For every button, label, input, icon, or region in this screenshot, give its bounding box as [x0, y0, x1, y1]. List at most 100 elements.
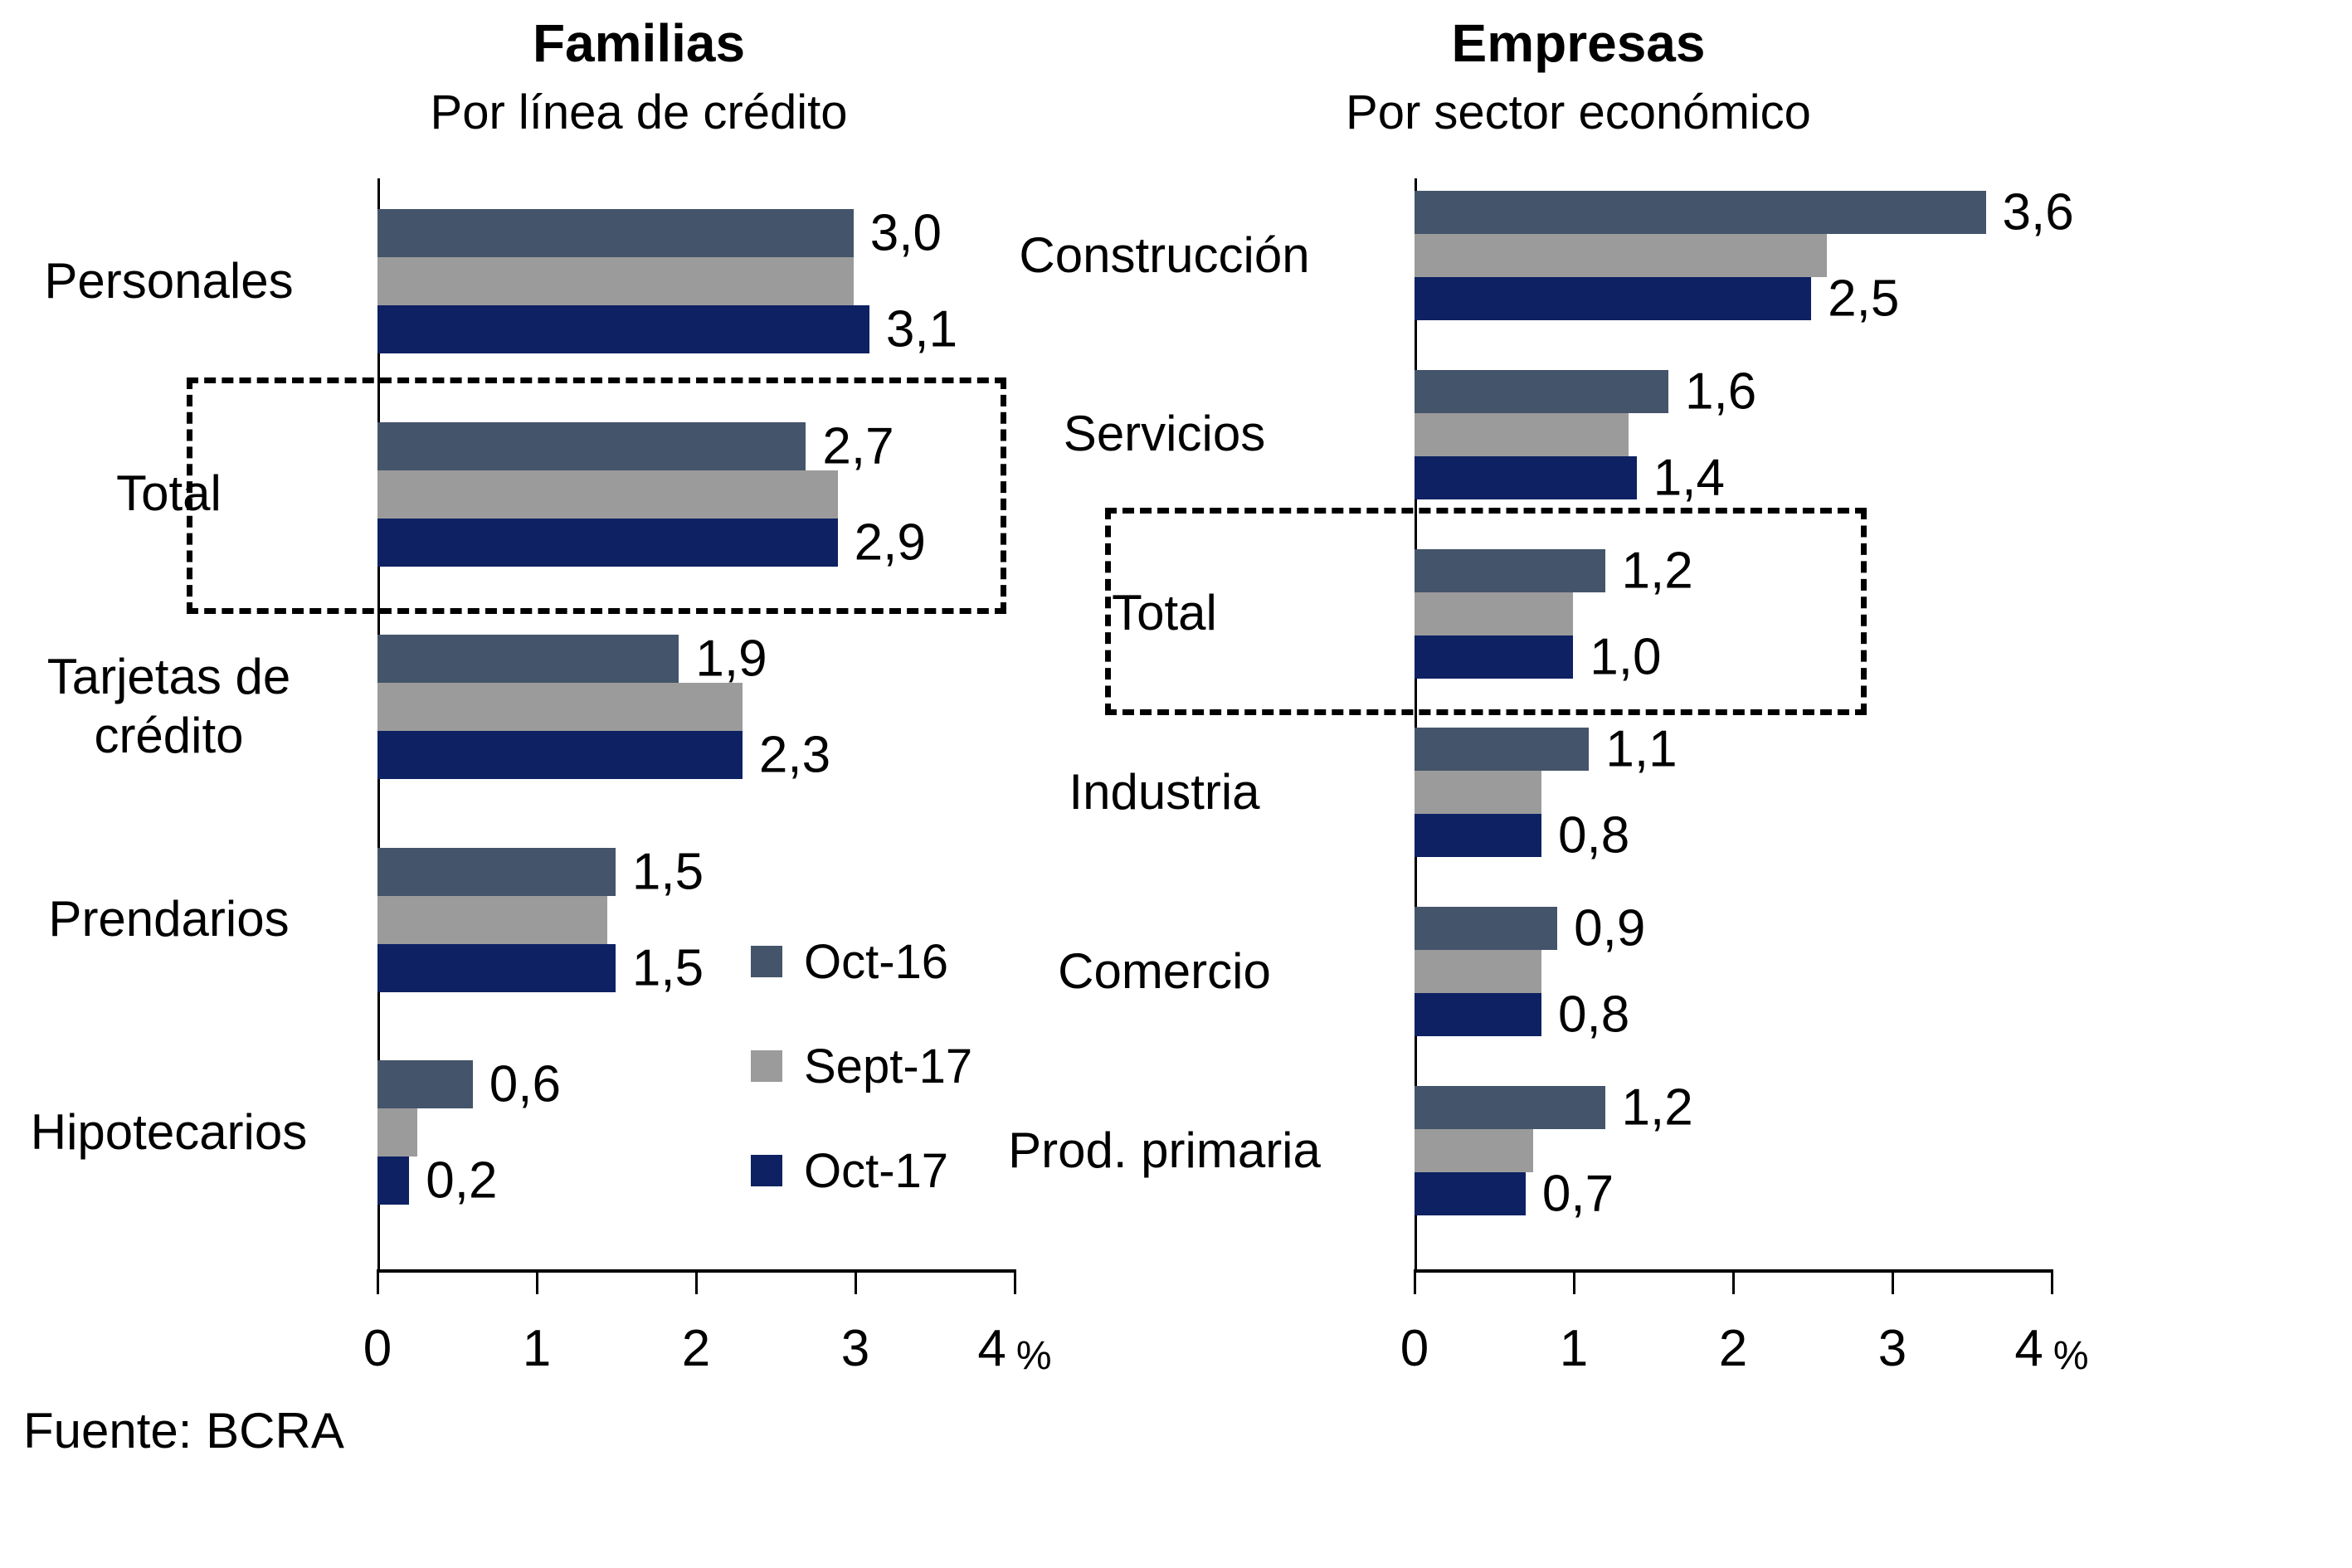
bar-group: 1,2 1,0: [1415, 542, 2049, 685]
bar-oct-17-personales: 3,1: [377, 301, 957, 358]
category-row: Prod. primaria 1,2 0,7: [954, 1079, 2049, 1222]
category-row: Total 1,2 1,0: [954, 542, 2049, 685]
bar-value-label: 0,2: [426, 1152, 498, 1210]
bar-group: 2,7 2,9: [377, 417, 1012, 571]
bar-sept-17-hipotecarios: [377, 1108, 417, 1157]
axis-tick: [855, 1269, 857, 1294]
bar-oct-16-tarjetas-de-cr-dito: 1,9: [377, 631, 767, 688]
bar-group: 3,0 3,1: [377, 205, 1012, 358]
category-row: Servicios 1,6 1,4: [954, 363, 2049, 506]
bar-sept-17-total: [377, 470, 838, 519]
legend-item-oct-16: Oct-16: [751, 935, 972, 989]
category-label: Total: [1112, 585, 1217, 641]
bar-oct-17-total: 1,0: [1415, 628, 1661, 685]
tick-label: 1: [1559, 1320, 1589, 1377]
axis-tick: [1414, 1269, 1416, 1294]
bar-value-label: 1,9: [695, 630, 767, 688]
bar-oct-17-total: 2,9: [377, 514, 926, 571]
category-label: Prod. primaria: [1008, 1122, 1321, 1178]
bar-sept-17-personales: [377, 257, 854, 305]
chart-subtitle: Por línea de crédito: [430, 85, 848, 139]
bar-oct-17-hipotecarios: 0,2: [377, 1152, 497, 1210]
axis-tick: [1732, 1269, 1735, 1294]
chart-empresas: Empresas Por sector económico Construcci…: [954, 0, 2352, 1568]
bar-group: 1,6 1,4: [1415, 363, 2049, 506]
category-label: Total: [116, 465, 222, 522]
chart-familias-titles: Familias Por línea de crédito: [50, 13, 1228, 139]
bar-sept-17-tarjetas-de-cr-dito: [377, 683, 743, 731]
bar-group: 0,9 0,8: [1415, 900, 2049, 1044]
category-row: Personales 3,0 3,1: [0, 205, 1012, 358]
axis-tick: [1892, 1269, 1894, 1294]
bar-sept-17-total: [1415, 592, 1574, 635]
bar-group: 0,6 0,2: [377, 1056, 1012, 1210]
legend-item-sept-17: Sept-17: [751, 1040, 972, 1093]
chart-title: Empresas: [1451, 13, 1706, 73]
legend: Oct-16 Sept-17 Oct-17: [751, 935, 972, 1198]
bar-oct-17-construcci-n: 2,5: [1415, 270, 1899, 328]
bar-oct-16-prendarios: 1,5: [377, 843, 704, 900]
category-label: Hipotecarios: [30, 1103, 308, 1160]
tick-label: 0: [363, 1320, 392, 1377]
bar-value-label: 2,5: [1828, 270, 1900, 328]
bar-oct-17-comercio: 0,8: [1415, 986, 1629, 1044]
axis-tick: [2051, 1269, 2053, 1294]
tick-label: 4%: [2014, 1320, 2089, 1378]
category-label: Tarjetas de crédito: [46, 649, 291, 763]
tick-label: 0: [1400, 1320, 1429, 1377]
x-axis-labels: 0 1 2 3 4%: [1400, 1319, 2089, 1394]
category-label: Construcción: [1019, 226, 1310, 283]
category-row: Tarjetas de crédito 1,9 2,3: [0, 631, 1012, 784]
legend-swatch: [751, 1050, 782, 1082]
legend-label: Sept-17: [804, 1039, 973, 1093]
bar-value-label: 1,5: [631, 939, 704, 996]
axis-tick: [377, 1269, 379, 1294]
bar-sept-17-prendarios: [377, 895, 608, 944]
bar-value-label: 1,1: [1605, 720, 1678, 778]
bar-value-label: 3,1: [885, 300, 958, 358]
bar-oct-16-servicios: 1,6: [1415, 363, 1756, 420]
bar-group: 1,5 1,5: [377, 843, 1012, 996]
bar-group: 3,6 2,5: [1415, 184, 2074, 328]
bar-value-label: 2,3: [758, 726, 831, 784]
bar-group: 1,9 2,3: [377, 631, 1012, 784]
tick-label: 3: [1877, 1320, 1907, 1377]
bar-value-label: 1,2: [1621, 1079, 1693, 1137]
category-label: Comercio: [1058, 942, 1271, 999]
bar-sept-17-servicios: [1415, 412, 1629, 456]
bar-value-label: 1,2: [1621, 542, 1693, 600]
bar-oct-16-prod-primaria: 1,2: [1415, 1079, 1693, 1136]
category-label: Servicios: [1063, 406, 1266, 462]
bar-group: 1,2 0,7: [1415, 1079, 2049, 1222]
axis-tick: [536, 1269, 538, 1294]
percent-unit-label: %: [2053, 1334, 2089, 1378]
category-row: Total 2,7 2,9: [0, 417, 1012, 571]
source-note: Fuente: BCRA: [23, 1403, 344, 1458]
bar-sept-17-prod-primaria: [1415, 1128, 1534, 1172]
category-row: Comercio 0,9 0,8: [954, 900, 2049, 1044]
bar-oct-16-industria: 1,1: [1415, 721, 1678, 778]
legend-item-oct-17: Oct-17: [751, 1144, 972, 1198]
chart-familias: Familias Por línea de crédito Personales…: [0, 13, 1052, 1394]
bar-sept-17-comercio: [1415, 950, 1541, 994]
bar-oct-16-hipotecarios: 0,6: [377, 1056, 561, 1113]
chart-empresas-titles: Empresas Por sector económico: [879, 13, 2277, 139]
bar-oct-17-prendarios: 1,5: [377, 939, 704, 996]
chart-subtitle: Por sector económico: [1346, 85, 1811, 139]
chart-title: Familias: [532, 13, 746, 73]
category-row: Prendarios 1,5 1,5: [0, 843, 1012, 996]
total-highlight-box: [1105, 508, 1867, 715]
bar-oct-17-prod-primaria: 0,7: [1415, 1165, 1614, 1222]
category-label: Prendarios: [48, 891, 290, 947]
bar-value-label: 1,4: [1653, 449, 1725, 507]
bar-group: 1,1 0,8: [1415, 721, 2049, 864]
bar-value-label: 0,8: [1558, 986, 1630, 1044]
x-axis-labels: 0 1 2 3 4%: [363, 1319, 1052, 1394]
bar-oct-17-industria: 0,8: [1415, 807, 1629, 864]
bar-value-label: 1,5: [631, 843, 704, 900]
category-row: Industria 1,1 0,8: [954, 721, 2049, 864]
bar-rows: Construcción 3,6 2,5 Servicios 1,6 1,4 Total 1,…: [954, 178, 2074, 1269]
bar-value-label: 3,6: [2002, 183, 2074, 241]
bar-value-label: 0,7: [1541, 1165, 1614, 1223]
bar-oct-16-total: 2,7: [377, 417, 894, 475]
